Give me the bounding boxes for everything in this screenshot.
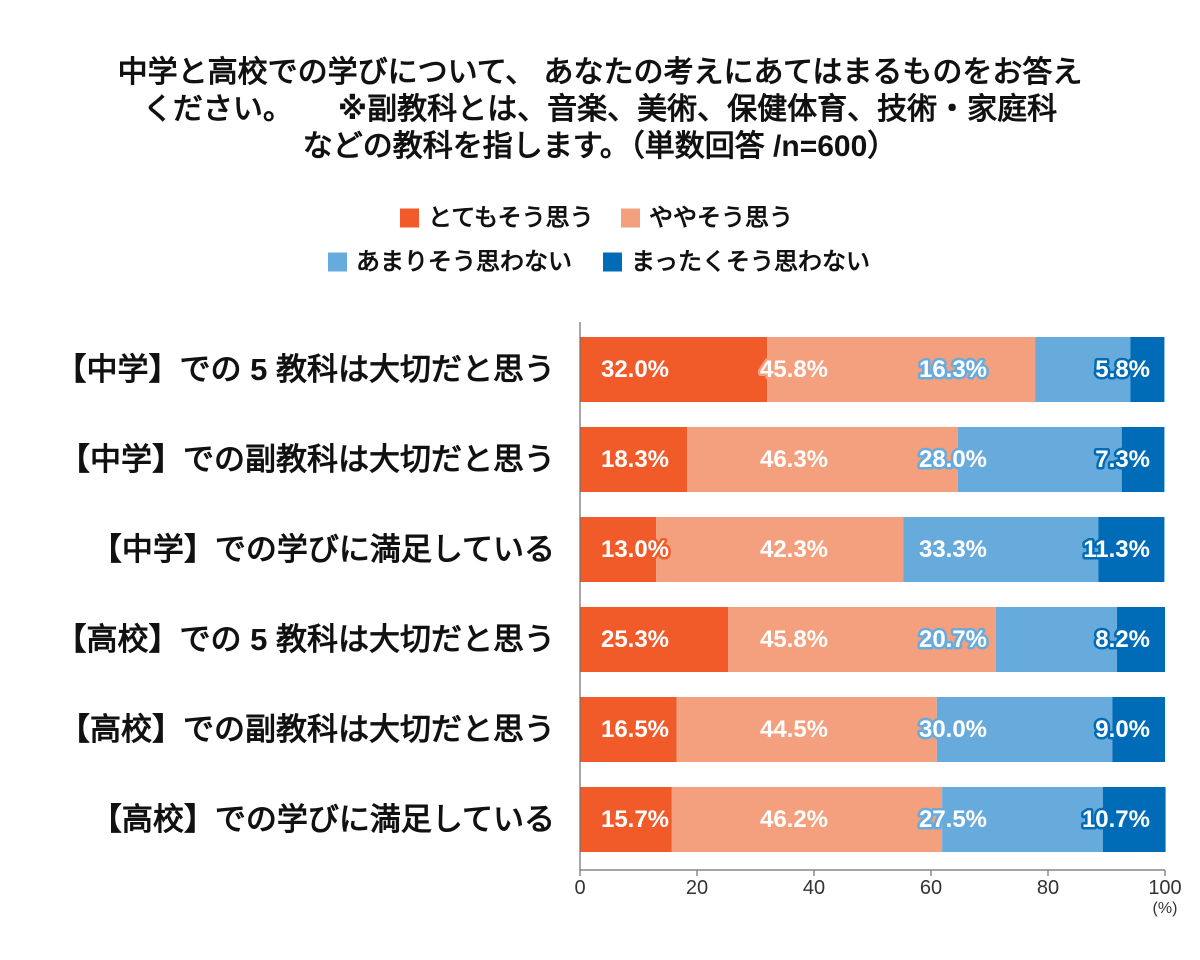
- data-labels: 32.0% 45.8% 16.3% 5.8% 18.3% 46.3% 28.0% 7.3% 13…: [598, 354, 1152, 836]
- data-label: 33.3%: [919, 536, 987, 563]
- data-label: 30.0%: [919, 716, 987, 743]
- legend-swatch: [328, 252, 347, 272]
- category-label: 【高校】での副教科は大切だと思う: [59, 712, 555, 747]
- data-label: 11.3%: [1083, 536, 1150, 563]
- bar-segment: [995, 607, 1118, 672]
- bar-segment: [580, 607, 729, 672]
- legend-label: まったくそう思わない: [631, 249, 870, 276]
- bar-segment: [580, 337, 768, 402]
- bar-segment: [656, 517, 904, 582]
- data-label: 5.8%: [1095, 356, 1150, 383]
- bar-segment: [580, 787, 672, 852]
- legend-swatch: [603, 252, 622, 272]
- bar-segment: [728, 607, 996, 672]
- category-axis: 【中学】での 5 教科は大切だと思う【中学】での副教科は大切だと思う【中学】での…: [56, 352, 555, 837]
- bar-segment: [687, 427, 958, 492]
- data-label: 10.7%: [1082, 806, 1150, 833]
- bar-segment: [1102, 787, 1166, 852]
- data-label: 20.7%: [919, 626, 987, 653]
- data-label: 42.3%: [760, 536, 828, 563]
- category-label: 【高校】での 5 教科は大切だと思う: [56, 622, 555, 657]
- bar-segment: [903, 517, 1099, 582]
- legend-swatch: [400, 208, 419, 228]
- chart-title-line-3: などの教科を指します。（単数回答 /n=600）: [303, 129, 898, 163]
- chart-title: 中学と高校での学びについて、 あなたの考えにあてはまるものをお答え ください。 …: [118, 55, 1083, 163]
- bar-segment: [676, 697, 937, 762]
- bar-segment: [1121, 427, 1165, 492]
- x-tick-label: 20: [686, 877, 708, 899]
- bar-segment: [942, 787, 1103, 852]
- bar-segment: [957, 427, 1122, 492]
- data-label: 44.5%: [760, 716, 828, 743]
- category-label: 【中学】での学びに満足している: [91, 532, 555, 567]
- x-tick-label: 80: [1037, 877, 1059, 899]
- legend-swatch: [621, 208, 640, 228]
- legend-item: まったくそう思わない: [603, 249, 870, 276]
- data-label: 46.2%: [760, 806, 828, 833]
- legend-label: ややそう思う: [649, 205, 793, 232]
- x-tick-label: 60: [920, 877, 942, 899]
- data-label: 8.2%: [1095, 626, 1150, 653]
- data-label: 7.3%: [1095, 446, 1150, 473]
- data-label: 45.8%: [760, 626, 828, 653]
- plot-area: [580, 337, 1166, 852]
- bar-segment: [671, 787, 943, 852]
- legend-item: ややそう思う: [621, 205, 793, 232]
- data-label: 28.0%: [919, 446, 987, 473]
- bar-segment: [1130, 337, 1165, 402]
- data-label: 46.3%: [760, 446, 828, 473]
- chart-title-line-2: ください。 ※副教科とは、音楽、美術、保健体育、技術・家庭科: [143, 92, 1057, 126]
- bar-segment: [1098, 517, 1165, 582]
- legend-label: とてもそう思う: [428, 205, 594, 232]
- category-label: 【中学】での 5 教科は大切だと思う: [56, 352, 555, 387]
- data-label: 18.3%: [601, 446, 669, 473]
- data-label: 32.0%: [601, 356, 669, 383]
- category-label: 【中学】での副教科は大切だと思う: [59, 442, 555, 477]
- chart-title-line-1: 中学と高校での学びについて、 あなたの考えにあてはまるものをお答え: [118, 55, 1083, 89]
- legend-item: あまりそう思わない: [328, 249, 572, 276]
- data-label: 15.7%: [601, 806, 669, 833]
- data-label: 16.5%: [601, 716, 669, 743]
- bar-segment: [767, 337, 1036, 402]
- x-tick-label: 0: [574, 877, 585, 899]
- category-label: 【高校】での学びに満足している: [91, 802, 555, 837]
- bar-segment: [580, 427, 688, 492]
- data-label: 9.0%: [1095, 716, 1150, 743]
- data-label: 13.0%: [601, 536, 669, 563]
- data-label: 25.3%: [601, 626, 669, 653]
- x-tick-label: 40: [803, 877, 825, 899]
- legend-item: とてもそう思う: [400, 205, 594, 232]
- bar-segment: [1112, 697, 1165, 762]
- axes: 0 20 40 60 80 100: [574, 322, 1182, 899]
- data-label: 45.8%: [760, 356, 828, 383]
- data-label: 27.5%: [919, 806, 987, 833]
- bar-segment: [580, 697, 677, 762]
- bar-segment: [1117, 607, 1165, 672]
- bar-segment: [936, 697, 1113, 762]
- x-tick-label: 100: [1148, 877, 1181, 899]
- x-axis-unit-label: (%): [1153, 900, 1178, 917]
- legend-label: あまりそう思わない: [356, 249, 572, 276]
- bar-segment: [580, 517, 657, 582]
- bar-segment: [1035, 337, 1131, 402]
- data-label: 16.3%: [919, 356, 987, 383]
